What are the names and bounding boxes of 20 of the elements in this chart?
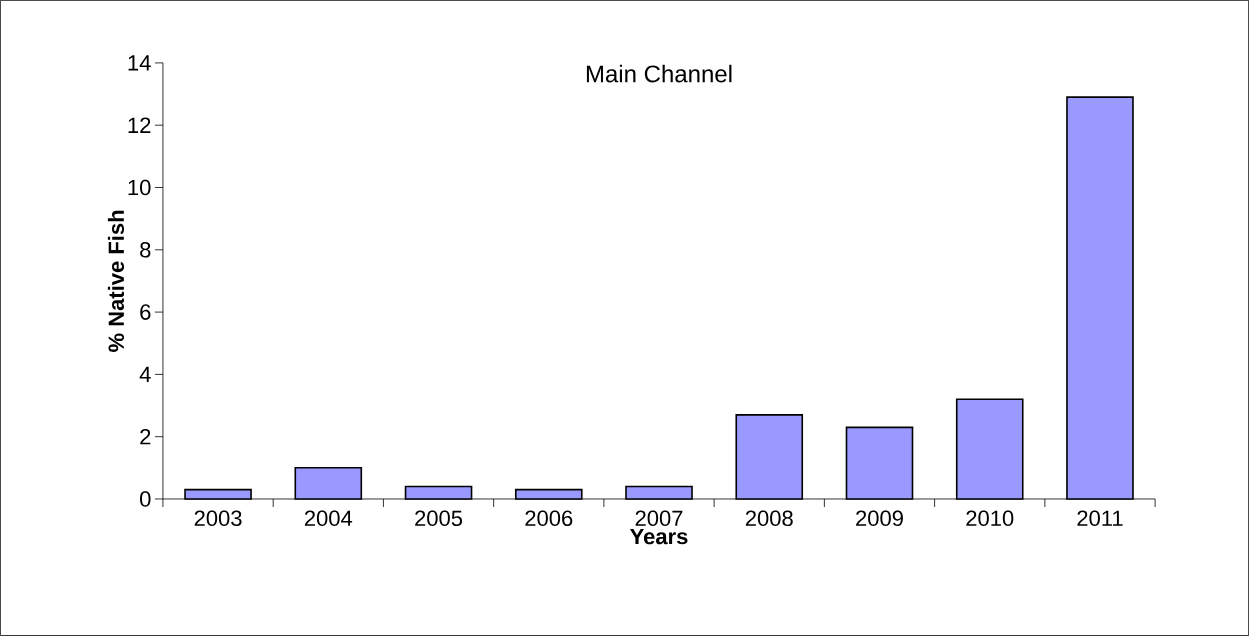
x-tick-label: 2011: [1077, 510, 1123, 527]
y-tick-label: 14: [128, 55, 151, 71]
x-tick-label: 2006: [525, 510, 573, 527]
y-tick-label: 12: [128, 117, 151, 133]
chart-title: Main Channel: [586, 64, 732, 83]
x-tick-label: 2009: [856, 510, 903, 527]
x-tick-label: 2007: [635, 510, 683, 527]
y-tick-label: 10: [128, 179, 151, 196]
y-tick-label: 4: [139, 366, 151, 382]
y-tick-label: 0: [140, 491, 151, 507]
y-tick-label: 2: [140, 429, 151, 445]
x-axis-title: Years: [630, 529, 688, 545]
x-tick-label: 2004: [304, 510, 353, 527]
y-tick-label: 6: [140, 304, 151, 320]
x-tick-label: 2003: [194, 510, 242, 527]
y-axis-title: % Native Fish: [107, 210, 125, 352]
x-tick-label: 2005: [415, 510, 463, 527]
x-tick-label: 2008: [745, 510, 793, 527]
x-tick-label: 2010: [966, 510, 1014, 527]
y-tick-label: 8: [140, 242, 151, 258]
